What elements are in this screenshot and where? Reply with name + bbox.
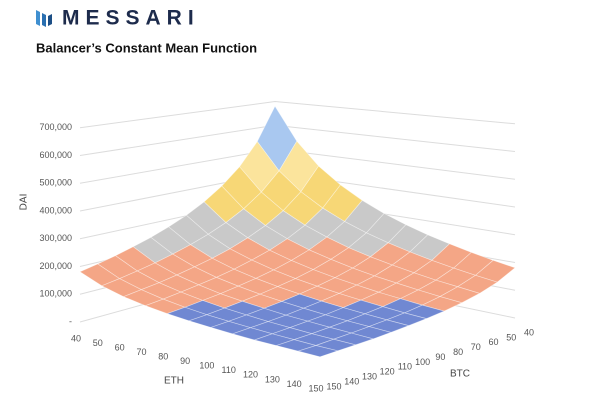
y-tick-label: 40 bbox=[524, 327, 534, 337]
z-tick-label: 700,000 bbox=[39, 122, 72, 132]
y-axis-label: BTC bbox=[450, 369, 470, 380]
y-tick-label: 120 bbox=[380, 367, 395, 377]
y-tick-label: 150 bbox=[326, 381, 341, 391]
z-tick-label: 500,000 bbox=[39, 178, 72, 188]
z-tick-label: 200,000 bbox=[39, 261, 72, 271]
x-tick-label: 40 bbox=[71, 333, 81, 343]
x-tick-label: 70 bbox=[136, 347, 146, 357]
x-tick-label: 110 bbox=[222, 365, 236, 375]
brand: MESSARI bbox=[62, 7, 200, 30]
z-tick-label: 400,000 bbox=[39, 205, 72, 215]
surface-facet bbox=[296, 345, 339, 358]
y-tick-label: 110 bbox=[398, 362, 412, 372]
z-tick-label: 300,000 bbox=[39, 233, 72, 243]
x-tick-label: 130 bbox=[265, 374, 280, 384]
y-tick-label: 140 bbox=[344, 376, 359, 386]
x-tick-label: 100 bbox=[199, 361, 214, 371]
grid-line bbox=[79, 100, 516, 129]
z-tick-label: - bbox=[69, 316, 72, 326]
z-tick-label: 600,000 bbox=[39, 150, 72, 160]
y-tick-label: 70 bbox=[471, 342, 481, 352]
y-tick-label: 60 bbox=[489, 337, 499, 347]
x-tick-label: 50 bbox=[93, 338, 103, 348]
x-tick-label: 120 bbox=[243, 370, 258, 380]
logo-icon bbox=[36, 10, 52, 27]
z-tick-label: 100,000 bbox=[39, 289, 72, 299]
x-tick-label: 60 bbox=[115, 342, 125, 352]
x-tick-label: 80 bbox=[158, 352, 168, 362]
y-tick-label: 100 bbox=[415, 357, 430, 367]
chart-title: Balancer’s Constant Mean Function bbox=[36, 40, 257, 55]
x-tick-label: 90 bbox=[180, 356, 190, 366]
z-axis-label: DAI bbox=[19, 194, 30, 211]
y-tick-label: 50 bbox=[506, 332, 516, 342]
x-tick-label: 140 bbox=[287, 379, 302, 389]
x-tick-label: 150 bbox=[308, 383, 323, 393]
y-tick-label: 90 bbox=[435, 352, 445, 362]
x-axis-label: ETH bbox=[164, 376, 184, 387]
y-tick-label: 80 bbox=[453, 347, 463, 357]
y-tick-label: 130 bbox=[362, 372, 377, 382]
